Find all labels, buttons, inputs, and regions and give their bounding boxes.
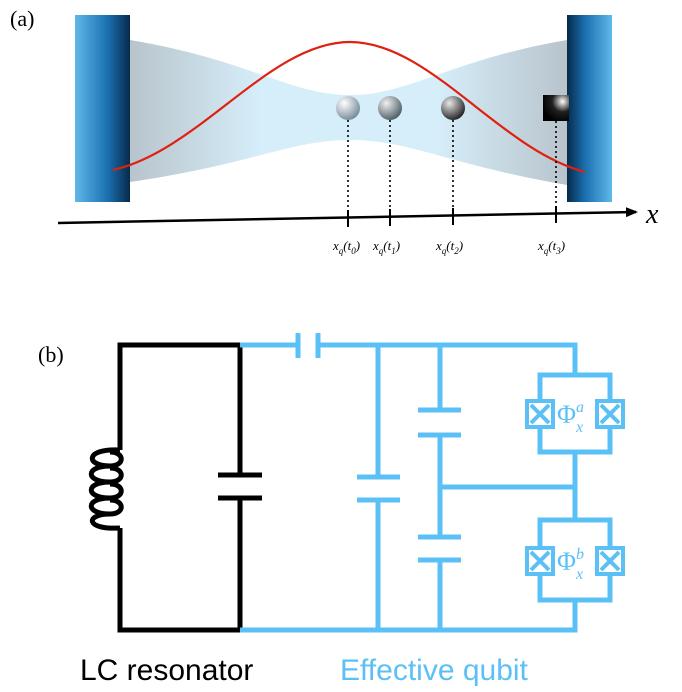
qubit	[543, 95, 569, 121]
left-mirror	[75, 15, 130, 202]
qubit-circuit	[240, 333, 610, 630]
panel-label: (b)	[38, 342, 64, 367]
axis-label: x	[645, 199, 659, 230]
position-label: xq(t1)	[372, 238, 400, 256]
lc-resonator	[91, 345, 262, 630]
label-part: x	[575, 419, 583, 436]
caption: Effective qubit	[340, 654, 529, 687]
label-part: b	[576, 546, 584, 563]
right-mirror	[567, 15, 612, 202]
label-part: )	[395, 238, 400, 253]
label-part: )	[560, 238, 565, 253]
position-label: xq(t2)	[435, 238, 463, 256]
position-label: xq(t0)	[332, 238, 360, 256]
label-part: Φ	[557, 400, 576, 429]
figure: (a) x (b) LC reson	[0, 0, 682, 692]
label-part: x	[575, 566, 583, 583]
label-part: )	[458, 238, 463, 253]
caption: LC resonator	[80, 654, 253, 687]
qubit	[378, 96, 402, 120]
label-part: )	[355, 238, 360, 253]
label-part: Φ	[557, 547, 576, 576]
panel-label: (a)	[10, 6, 34, 31]
qubit	[441, 96, 465, 120]
position-label: xq(t3)	[537, 238, 565, 256]
label-part: a	[576, 399, 584, 416]
qubit	[336, 96, 360, 120]
